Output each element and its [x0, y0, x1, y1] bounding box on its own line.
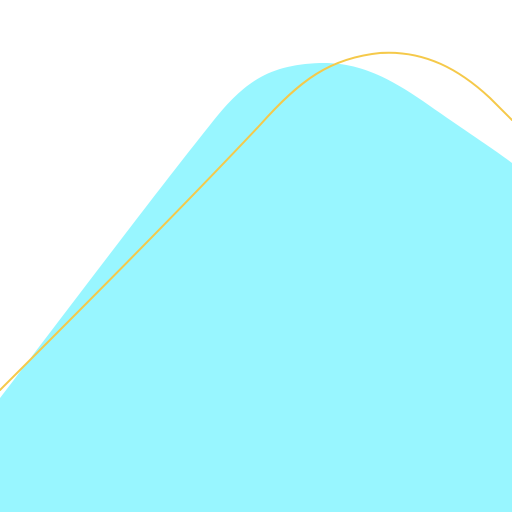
yellow-curve-line	[0, 51, 512, 391]
cyan-rounded-shape	[0, 62, 512, 512]
